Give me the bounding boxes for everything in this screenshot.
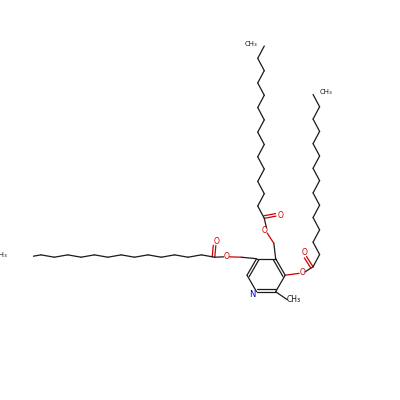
Text: O: O: [223, 252, 229, 261]
Text: O: O: [261, 226, 267, 234]
Text: O: O: [213, 236, 219, 246]
Text: O: O: [300, 268, 305, 277]
Text: CH₃: CH₃: [245, 41, 258, 47]
Text: CH₃: CH₃: [0, 252, 8, 258]
Text: O: O: [301, 248, 307, 257]
Text: CH₃: CH₃: [320, 89, 332, 95]
Text: O: O: [278, 210, 283, 220]
Text: N: N: [249, 290, 255, 299]
Text: CH₃: CH₃: [287, 295, 301, 304]
